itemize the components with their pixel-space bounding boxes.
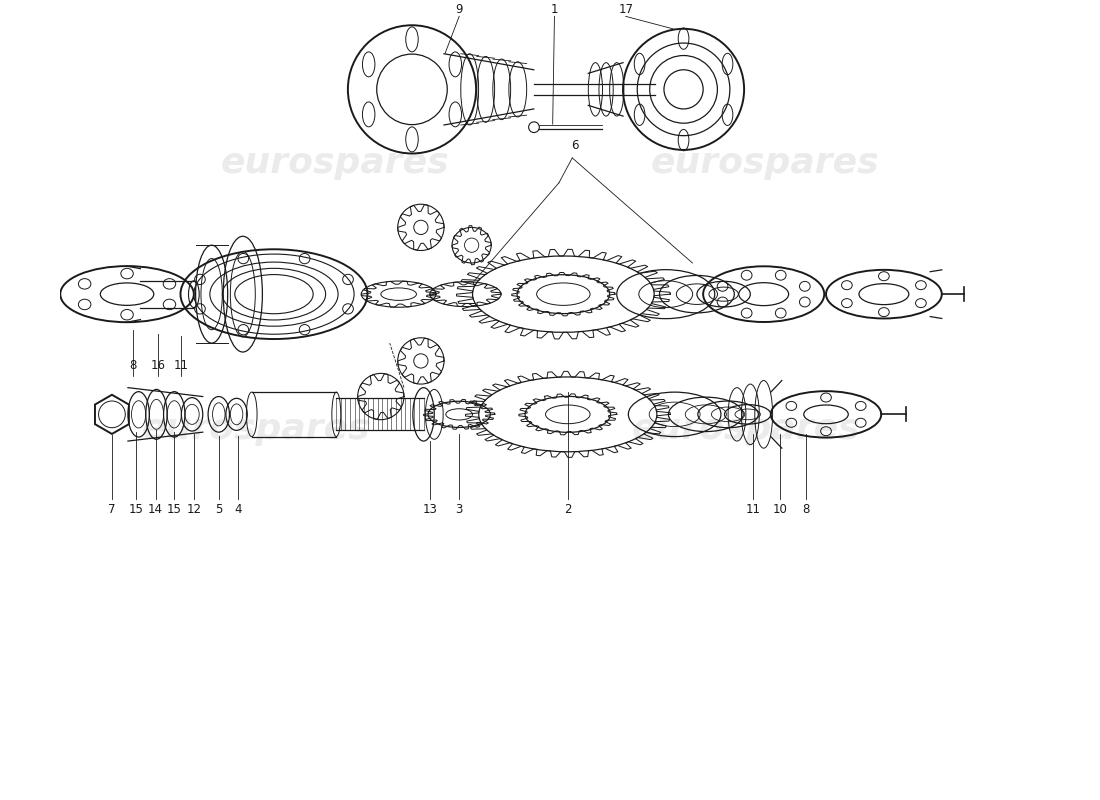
Text: 16: 16 xyxy=(151,358,166,372)
Text: 8: 8 xyxy=(130,358,138,372)
Text: eurospares: eurospares xyxy=(220,146,449,179)
Text: 15: 15 xyxy=(129,503,143,516)
Text: 12: 12 xyxy=(186,503,201,516)
Text: 2: 2 xyxy=(564,503,572,516)
Text: 15: 15 xyxy=(167,503,182,516)
Text: 13: 13 xyxy=(422,503,437,516)
Text: 7: 7 xyxy=(108,503,115,516)
Text: 14: 14 xyxy=(148,503,163,516)
Text: 11: 11 xyxy=(174,358,189,372)
Text: 5: 5 xyxy=(216,503,222,516)
Text: 1: 1 xyxy=(551,3,558,16)
Text: 10: 10 xyxy=(772,503,788,516)
Text: 11: 11 xyxy=(746,503,760,516)
Text: 4: 4 xyxy=(234,503,242,516)
Text: eurospares: eurospares xyxy=(631,412,860,446)
Text: eurospares: eurospares xyxy=(142,412,371,446)
Text: 9: 9 xyxy=(455,3,463,16)
Text: 17: 17 xyxy=(618,3,634,16)
Text: 8: 8 xyxy=(803,503,810,516)
Text: eurospares: eurospares xyxy=(651,146,880,179)
Text: 6: 6 xyxy=(571,138,579,152)
Text: 3: 3 xyxy=(455,503,463,516)
